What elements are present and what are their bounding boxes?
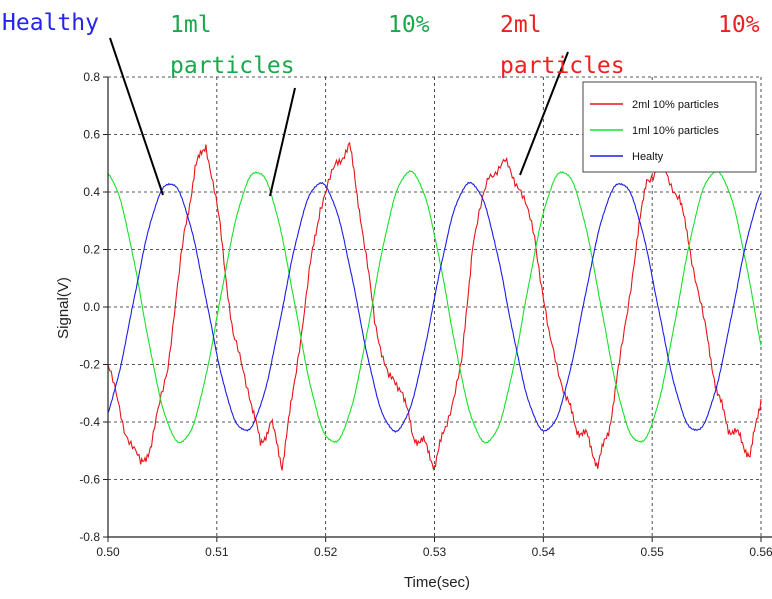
x-tick-label: 0.56: [749, 545, 772, 559]
x-tick-label: 0.51: [205, 545, 229, 559]
legend: 2ml 10% particles 1ml 10% particles Healty: [582, 81, 757, 173]
y-tick-label: -0.8: [79, 530, 100, 544]
annotation-green-line2: particles: [170, 53, 295, 79]
y-tick-label: -0.6: [79, 473, 100, 487]
y-tick-label: 0.6: [83, 128, 100, 142]
legend-box: [582, 81, 757, 173]
y-tick-label: 0.0: [83, 300, 100, 314]
y-tick-label: -0.2: [79, 358, 100, 372]
pointer-line: [519, 51, 569, 176]
y-tick-label: -0.4: [79, 415, 100, 429]
annotation-red-line3: 10%: [718, 12, 760, 38]
x-tick-label: 0.55: [640, 545, 664, 559]
annotation-red-line2: particles: [500, 53, 625, 79]
legend-label: 2ml 10% particles: [632, 99, 719, 111]
annotation-green-line1: 1ml: [170, 12, 212, 38]
series-line-2: [108, 170, 762, 444]
legend-label: 1ml 10% particles: [632, 125, 719, 137]
x-axis-label: Time(sec): [404, 574, 470, 591]
x-tick-label: 0.53: [423, 545, 447, 559]
y-tick-label: 0.2: [83, 243, 100, 257]
axes: [103, 76, 772, 542]
legend-label: Healty: [632, 151, 664, 163]
x-tick-label: 0.54: [532, 545, 556, 559]
x-tick-label: 0.50: [96, 545, 120, 559]
annotation-pointers: [109, 37, 569, 197]
pointer-line: [109, 37, 164, 196]
y-tick-label: 0.4: [83, 185, 100, 199]
series-line-3: [108, 181, 762, 433]
annotation-healthy: Healthy: [2, 10, 99, 36]
x-tick-label: 0.52: [314, 545, 338, 559]
annotation-red-line1: 2ml: [500, 12, 542, 38]
pointer-line: [269, 87, 296, 197]
grid-lines: [108, 76, 762, 537]
tick-labels: 0.50 0.51 0.52 0.53 0.54 0.55 0.56 -0.8 -0.6 -0.4…: [79, 70, 772, 559]
annotation-green-line3: 10%: [388, 12, 430, 38]
y-tick-label: 0.8: [83, 70, 100, 84]
y-axis-label: Signal(V): [55, 277, 72, 339]
